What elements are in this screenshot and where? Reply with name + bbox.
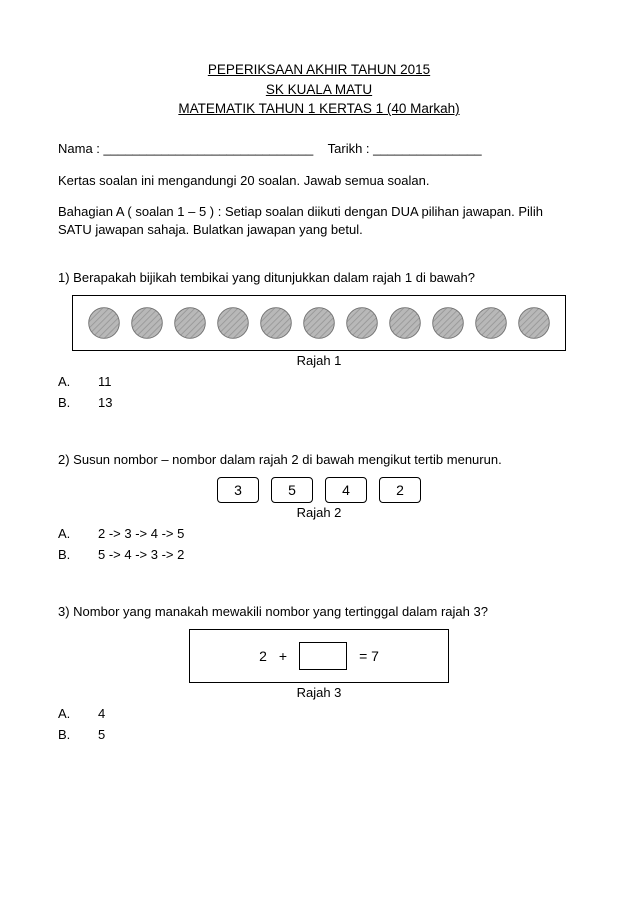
seed-icon — [473, 305, 509, 341]
q2-caption: Rajah 2 — [58, 505, 580, 520]
q2-option-a: A.2 -> 3 -> 4 -> 5 — [58, 526, 580, 541]
header-line-3: MATEMATIK TAHUN 1 KERTAS 1 (40 Markah) — [58, 99, 580, 119]
q1-option-a: A.11 — [58, 374, 580, 389]
q1-text: 1) Berapakah bijikah tembikai yang ditun… — [58, 270, 580, 285]
q3-caption: Rajah 3 — [58, 685, 580, 700]
number-box: 5 — [271, 477, 313, 503]
q1-b-value: 13 — [98, 395, 112, 410]
q2-figure: 3542 — [58, 477, 580, 503]
header-line-2: SK KUALA MATU — [58, 80, 580, 100]
header-line-1: PEPERIKSAAN AKHIR TAHUN 2015 — [58, 60, 580, 80]
seed-icon — [301, 305, 337, 341]
number-box: 2 — [379, 477, 421, 503]
q3-eq-blank — [299, 642, 347, 670]
q1-option-b: B.13 — [58, 395, 580, 410]
q2-text: 2) Susun nombor – nombor dalam rajah 2 d… — [58, 452, 580, 467]
seed-icon — [86, 305, 122, 341]
q3-text: 3) Nombor yang manakah mewakili nombor y… — [58, 604, 580, 619]
tarikh-label: Tarikh : — [328, 141, 374, 156]
instruction-2: Bahagian A ( soalan 1 – 5 ) : Setiap soa… — [58, 203, 580, 238]
q1-caption: Rajah 1 — [58, 353, 580, 368]
seed-icon — [258, 305, 294, 341]
q1-a-letter: A. — [58, 374, 98, 389]
q3-a-letter: A. — [58, 706, 98, 721]
number-box: 3 — [217, 477, 259, 503]
number-box: 4 — [325, 477, 367, 503]
header: PEPERIKSAAN AKHIR TAHUN 2015 SK KUALA MA… — [58, 60, 580, 119]
q3-option-a: A.4 — [58, 706, 580, 721]
q3-b-value: 5 — [98, 727, 105, 742]
nama-label: Nama : — [58, 141, 104, 156]
q2-a-letter: A. — [58, 526, 98, 541]
q1-figure — [72, 295, 566, 351]
seed-icon — [387, 305, 423, 341]
seed-icon — [215, 305, 251, 341]
q3-eq-op: + — [279, 648, 287, 664]
q1-a-value: 11 — [98, 374, 112, 389]
q3-figure: 2 + = 7 — [189, 629, 449, 683]
q2-option-b: B.5 -> 4 -> 3 -> 2 — [58, 547, 580, 562]
gap — [313, 141, 327, 156]
q2-b-letter: B. — [58, 547, 98, 562]
q3-b-letter: B. — [58, 727, 98, 742]
tarikh-blank: _______________ — [373, 141, 481, 156]
q3-eq-left: 2 — [259, 648, 267, 664]
q2-a-value: 2 -> 3 -> 4 -> 5 — [98, 526, 184, 541]
seed-icon — [344, 305, 380, 341]
seed-icon — [129, 305, 165, 341]
name-date-row: Nama : _____________________________ Tar… — [58, 141, 580, 156]
exam-page: PEPERIKSAAN AKHIR TAHUN 2015 SK KUALA MA… — [0, 0, 638, 903]
seed-icon — [172, 305, 208, 341]
seed-icon — [430, 305, 466, 341]
nama-blank: _____________________________ — [104, 141, 314, 156]
q2-b-value: 5 -> 4 -> 3 -> 2 — [98, 547, 184, 562]
seed-icon — [516, 305, 552, 341]
q3-eq-right: = 7 — [359, 648, 379, 664]
instruction-1: Kertas soalan ini mengandungi 20 soalan.… — [58, 172, 580, 190]
q3-a-value: 4 — [98, 706, 105, 721]
q1-b-letter: B. — [58, 395, 98, 410]
q3-option-b: B.5 — [58, 727, 580, 742]
